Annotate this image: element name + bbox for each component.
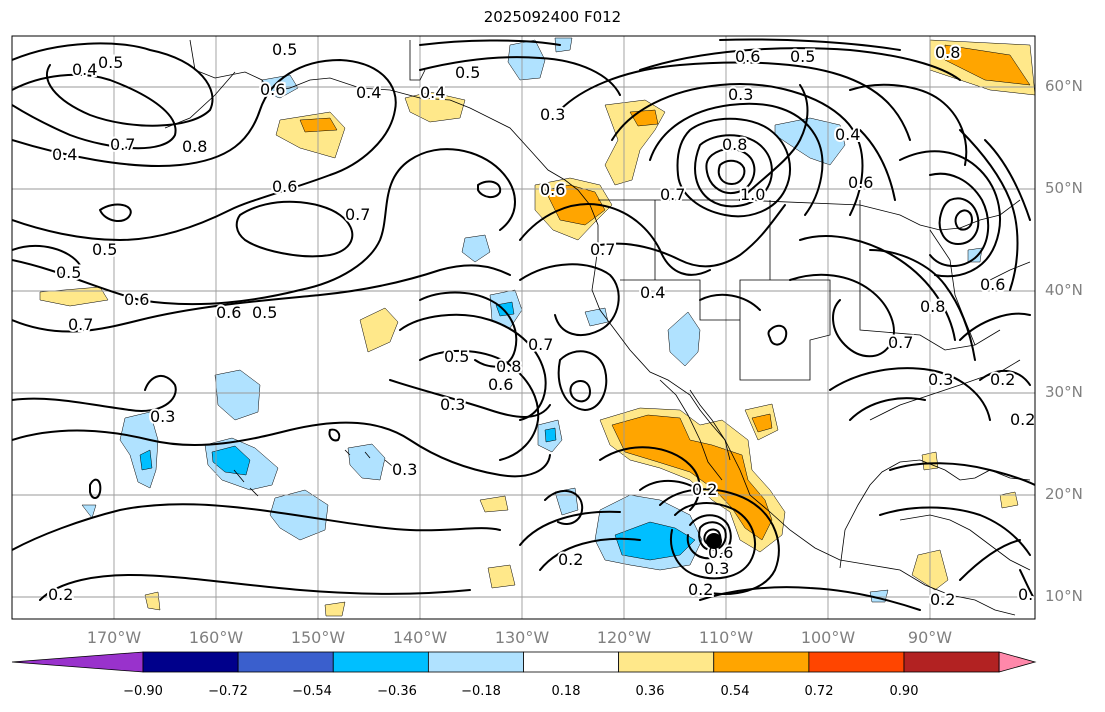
contour-label: 0.8 [182, 137, 207, 156]
contour-label: 0.3 [928, 370, 953, 389]
contour-label: 0.7 [110, 135, 135, 154]
latitude-label: 20°N [1045, 485, 1083, 503]
contour-label: 0.6 [848, 173, 873, 192]
colorbar [11, 651, 1037, 673]
figure-title: 2025092400 F012 [483, 8, 622, 26]
colorbar-tick-label: 0.18 [551, 684, 581, 699]
contour-label: 0.5 [455, 63, 480, 82]
longitude-label: 170°W [86, 628, 142, 647]
colorbar-tick-label: −0.72 [208, 684, 248, 699]
contour-label: 0.7 [345, 205, 370, 224]
coastlines [164, 39, 1031, 616]
contour-label: 0.3 [392, 460, 417, 479]
contour-label: 0.2 [990, 370, 1015, 389]
colorbar-tick-label: 0.90 [889, 684, 919, 699]
contour-label: 1.0 [740, 185, 765, 204]
contour-label: 0.6 [260, 80, 285, 99]
contour-label: 0.7 [68, 315, 93, 334]
colorbar-tick-label: −0.18 [461, 684, 501, 699]
latitude-label: 50°N [1045, 179, 1083, 197]
contour-label: 0.5 [252, 303, 277, 322]
contour-label: 0.8 [920, 297, 945, 316]
longitude-label: 130°W [494, 628, 550, 647]
colorbar-swatch [808, 651, 905, 673]
contour-label: 0.8 [935, 43, 960, 62]
contour-label: 0.4 [420, 83, 445, 102]
contour-label: 0.3 [540, 105, 565, 124]
contour-label: 0.5 [98, 53, 123, 72]
contour-label: 0.8 [496, 357, 521, 376]
longitude-label: 110°W [698, 628, 754, 647]
contour-label: 0.7 [590, 240, 615, 259]
contour-label: 0.3 [728, 85, 753, 104]
colorbar-tick-label: 0.36 [635, 684, 665, 699]
height-contours [12, 38, 1035, 611]
colorbar-swatch [523, 651, 620, 673]
contour-label: 0.2 [48, 585, 73, 604]
map-frame [11, 35, 1036, 620]
colorbar-swatch [332, 651, 429, 673]
contour-label: 0.4 [356, 83, 381, 102]
colorbar-extend-min [11, 651, 144, 673]
latitude-label: 10°N [1045, 587, 1083, 605]
colorbar-swatch [427, 651, 524, 673]
colorbar-extend-max [998, 651, 1037, 673]
colorbar-swatch [237, 651, 334, 673]
contour-label: 0.6 [735, 47, 760, 66]
contour-label: 0.2 [930, 590, 955, 609]
contour-label: 0.2 [692, 480, 717, 499]
colorbar-tick-label: −0.54 [292, 684, 332, 699]
longitude-label: 90°W [907, 628, 953, 647]
contour-label: 0.6 [124, 290, 149, 309]
latitude-label: 40°N [1045, 281, 1083, 299]
colorbar-tick-label: 0.54 [720, 684, 750, 699]
colorbar-swatch [618, 651, 715, 673]
longitude-label: 160°W [188, 628, 244, 647]
longitude-label: 140°W [392, 628, 448, 647]
latitude-label: 30°N [1045, 383, 1083, 401]
contour-label: 0.6 [540, 180, 565, 199]
colorbar-tick-label: −0.90 [123, 684, 163, 699]
contour-label: 0.5 [272, 40, 297, 59]
longitude-label: 150°W [290, 628, 346, 647]
colorbar-swatch [142, 651, 239, 673]
contour-label: 0.7 [888, 333, 913, 352]
colorbar-tick-label: 0.72 [804, 684, 834, 699]
contour-labels: 0.5 0.4 0.5 0.6 0.4 0.7 0.4 0.8 0.5 0.3 … [46, 38, 1043, 611]
contour-label: 0.6 [272, 177, 297, 196]
contour-label: 0.6 [216, 303, 241, 322]
contour-label: 0.2 [688, 580, 713, 599]
contour-label: 0.3 [704, 559, 729, 578]
contour-label: 0.3 [150, 407, 175, 426]
contour-label: 0.6 [980, 275, 1005, 294]
graticule [12, 36, 1035, 619]
contour-label: 0.4 [72, 60, 97, 79]
colorbar-tick-label: −0.36 [377, 684, 417, 699]
contour-label: 0.5 [790, 47, 815, 66]
contour-label: 0.3 [440, 395, 465, 414]
contour-label: 0.5 [92, 240, 117, 259]
contour-label: 0.7 [660, 185, 685, 204]
contour-label: 0.8 [722, 135, 747, 154]
contour-label: 0.2 [558, 550, 583, 569]
contour-label: 0.7 [528, 335, 553, 354]
colorbar-swatch [903, 651, 1000, 673]
contour-label: 0.2 [1010, 410, 1035, 429]
contour-label: 0.4 [835, 125, 860, 144]
latitude-label: 60°N [1045, 77, 1083, 95]
contour-label: 0.4 [640, 283, 665, 302]
anomaly-shading [39, 37, 1035, 617]
longitude-label: 100°W [800, 628, 856, 647]
contour-label: 0.6 [488, 375, 513, 394]
colorbar-swatch [713, 651, 810, 673]
storm-center-marker [706, 533, 722, 549]
longitude-label: 120°W [596, 628, 652, 647]
contour-label: 0.4 [52, 145, 77, 164]
contour-label: 0.5 [56, 263, 81, 282]
contour-label: 0.2 [1018, 585, 1043, 604]
contour-label: 0.5 [444, 347, 469, 366]
